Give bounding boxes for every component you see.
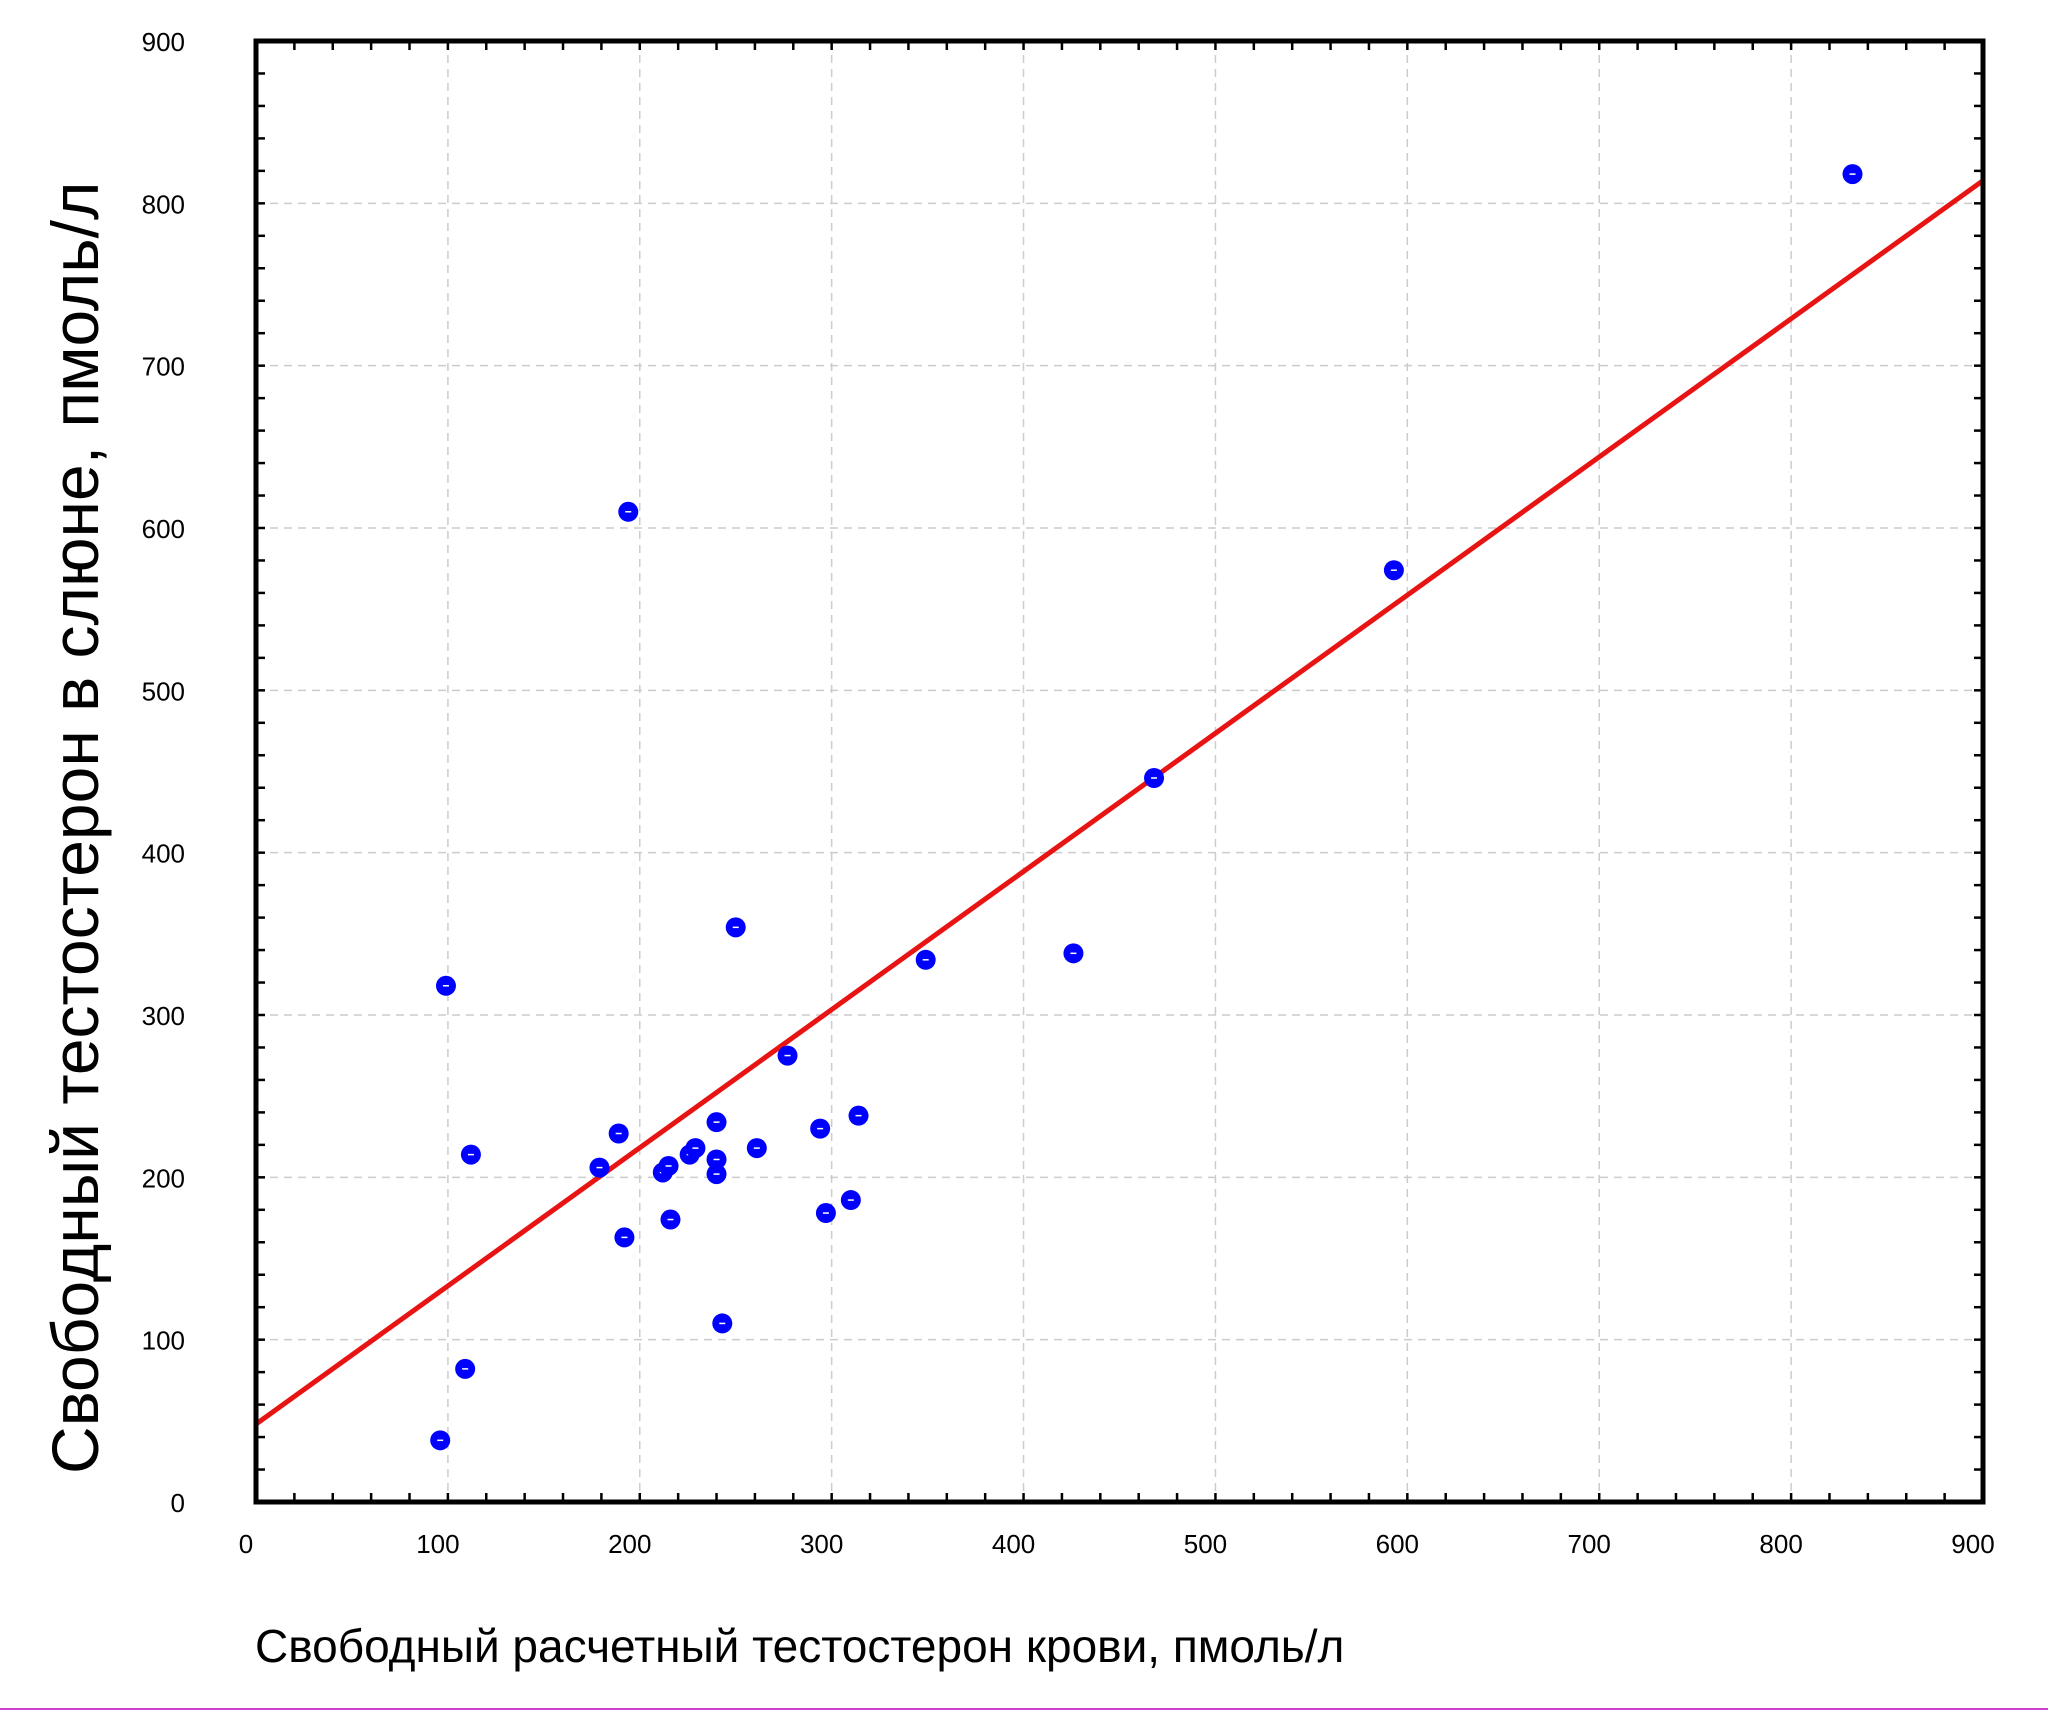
x-tick-label: 700 [1568,1529,1611,1559]
plot-border [253,38,1986,1505]
y-tick-label: 800 [142,189,185,219]
fit-line-group [256,178,1983,1427]
y-axis-title: Свободный тестостерон в слюне, пмоль/л [38,182,112,1474]
x-tick-label: 900 [1951,1529,1994,1559]
data-point [460,1144,481,1165]
x-tick-label: 300 [800,1529,843,1559]
y-tick-label: 200 [142,1163,185,1193]
x-tick-label: 0 [239,1529,253,1559]
data-point [848,1105,869,1126]
data-point [685,1138,706,1159]
regression-line [256,178,1983,1427]
data-point [746,1138,767,1159]
data-point [1144,767,1165,788]
data-point [618,501,639,522]
data-point [430,1430,451,1451]
data-point [608,1123,629,1144]
data-point [815,1203,836,1224]
data-point [660,1209,681,1230]
y-tick-label: 600 [142,514,185,544]
bottom-border [0,1708,2048,1710]
data-point [706,1112,727,1133]
data-point [840,1190,861,1211]
y-tick-label: 300 [142,1001,185,1031]
data-point [658,1155,679,1176]
data-point [1842,164,1863,185]
plot-frame [253,38,1986,1505]
y-tick-label: 500 [142,676,185,706]
data-point [725,917,746,938]
y-tick-label: 700 [142,352,185,382]
data-point [1383,560,1404,581]
y-tick-label: 900 [142,27,185,57]
x-axis-title: Свободный расчетный тестостерон крови, п… [255,1620,1344,1672]
data-points [430,164,1863,1451]
x-tick-label: 400 [992,1529,1035,1559]
y-tick-label: 0 [171,1488,185,1518]
data-point [777,1045,798,1066]
x-tick-label: 600 [1376,1529,1419,1559]
grid-lines [256,41,1983,1502]
y-axis-ticks: 0 100 200 300 400 500 600 700 800 900 [142,27,185,1518]
x-tick-label: 100 [416,1529,459,1559]
data-point [455,1358,476,1379]
x-tick-label: 500 [1184,1529,1227,1559]
x-axis-ticks: 0 100 200 300 400 500 600 700 800 900 [239,1529,1995,1559]
x-tick-label: 800 [1759,1529,1802,1559]
x-tick-label: 200 [608,1529,651,1559]
y-tick-label: 400 [142,839,185,869]
data-point [712,1313,733,1334]
data-point [915,949,936,970]
data-point [810,1118,831,1139]
data-point [589,1157,610,1178]
data-point [706,1149,727,1170]
data-point [1063,943,1084,964]
y-tick-label: 100 [142,1326,185,1356]
data-point [435,975,456,996]
data-point [614,1227,635,1248]
data-point [706,1164,727,1185]
